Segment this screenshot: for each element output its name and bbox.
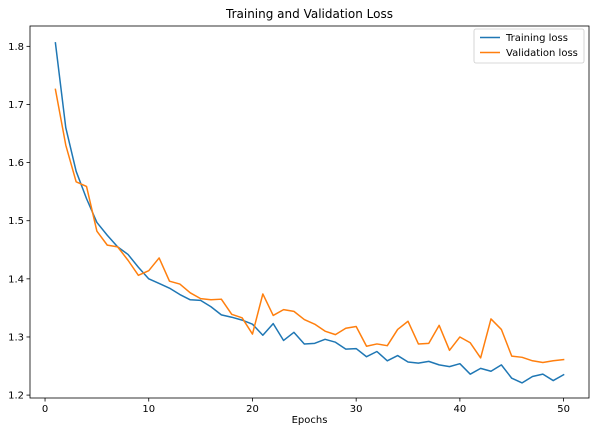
legend-label-validation-loss: Validation loss: [506, 48, 578, 59]
x-tick-label: 50: [557, 404, 570, 415]
x-tick-label: 10: [142, 404, 155, 415]
chart-title: Training and Validation Loss: [225, 7, 393, 21]
y-tick-label: 1.5: [8, 216, 24, 227]
plot-frame: [29, 25, 590, 399]
y-tick-label: 1.2: [8, 391, 24, 402]
x-tick-label: 40: [454, 404, 467, 415]
y-tick-label: 1.8: [8, 42, 24, 53]
x-tick-label: 20: [246, 404, 259, 415]
x-tick-label: 0: [42, 404, 48, 415]
series-line-training-loss: [54, 42, 565, 384]
series-line-validation-loss: [54, 88, 565, 364]
legend-label-training-loss: Training loss: [505, 33, 568, 44]
legend: Training loss Validation loss: [473, 28, 585, 64]
y-tick-label: 1.3: [8, 332, 24, 343]
x-axis-label: Epochs: [292, 415, 328, 426]
legend-box: [473, 28, 585, 64]
x-tick-label: 30: [350, 404, 363, 415]
y-tick-label: 1.6: [8, 158, 24, 169]
y-tick-label: 1.7: [8, 100, 24, 111]
y-tick-label: 1.4: [8, 274, 24, 285]
